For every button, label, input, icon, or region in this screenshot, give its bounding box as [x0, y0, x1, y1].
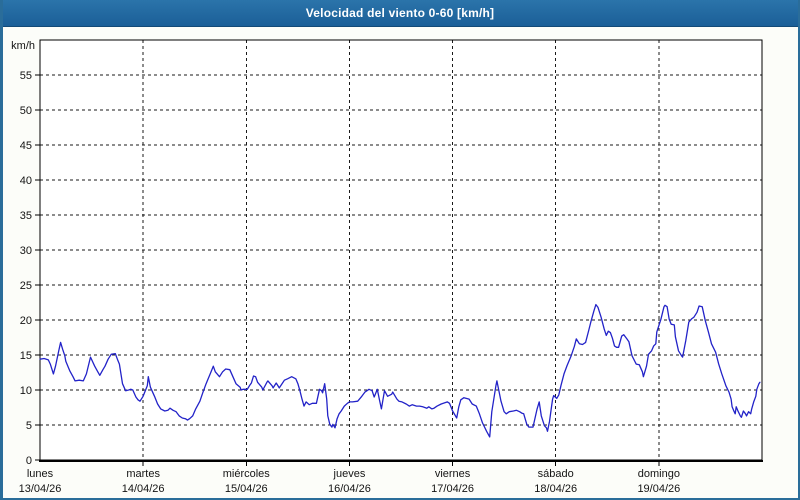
y-axis-tick-label: 45	[20, 140, 32, 152]
x-axis-date-label: 18/04/26	[534, 483, 577, 495]
x-grid-and-labels: lunes 13/04/26 martes 14/04/26 miércoles 15/0…	[19, 40, 680, 495]
x-axis-date-label: 13/04/26	[19, 483, 62, 495]
page-title: Velocidad del viento 0-60 [km/h]	[305, 6, 495, 20]
x-axis-date-label: 15/04/26	[225, 483, 268, 495]
y-axis-tick-label: 30	[20, 245, 32, 257]
x-axis-date-label: 17/04/26	[431, 483, 474, 495]
wind-speed-chart: 0 5 10 15 20 25 30 35 40 45 50 55 km/h lunes 13/04/26 m…	[11, 39, 763, 495]
x-axis-day-label: domingo	[638, 468, 680, 480]
y-axis-unit-label: km/h	[11, 40, 35, 52]
x-axis-date-label: 16/04/26	[328, 483, 371, 495]
y-axis-tick-label: 50	[20, 105, 32, 117]
x-axis-day-label: viernes	[435, 468, 471, 480]
y-axis-tick-label: 20	[20, 315, 32, 327]
x-axis-day-label: lunes	[27, 468, 54, 480]
x-axis-day-label: sábado	[538, 468, 574, 480]
y-axis-tick-label: 5	[26, 420, 32, 432]
y-axis-tick-label: 0	[26, 455, 32, 467]
title-bar: Velocidad del viento 0-60 [km/h]	[3, 0, 798, 27]
y-axis-tick-label: 25	[20, 280, 32, 292]
x-axis-date-label: 14/04/26	[122, 483, 165, 495]
y-axis-tick-label: 55	[20, 70, 32, 82]
x-axis-day-label: jueves	[333, 468, 366, 480]
y-axis-tick-label: 15	[20, 350, 32, 362]
x-axis-day-label: miércoles	[223, 468, 271, 480]
y-grid-and-labels: 0 5 10 15 20 25 30 35 40 45 50 55	[20, 70, 762, 467]
y-axis-tick-label: 10	[20, 385, 32, 397]
x-axis-date-label: 19/04/26	[637, 483, 680, 495]
y-axis-tick-label: 35	[20, 210, 32, 222]
wind-speed-line	[39, 303, 761, 438]
x-axis-day-label: martes	[126, 468, 160, 480]
y-axis-tick-label: 40	[20, 175, 32, 187]
